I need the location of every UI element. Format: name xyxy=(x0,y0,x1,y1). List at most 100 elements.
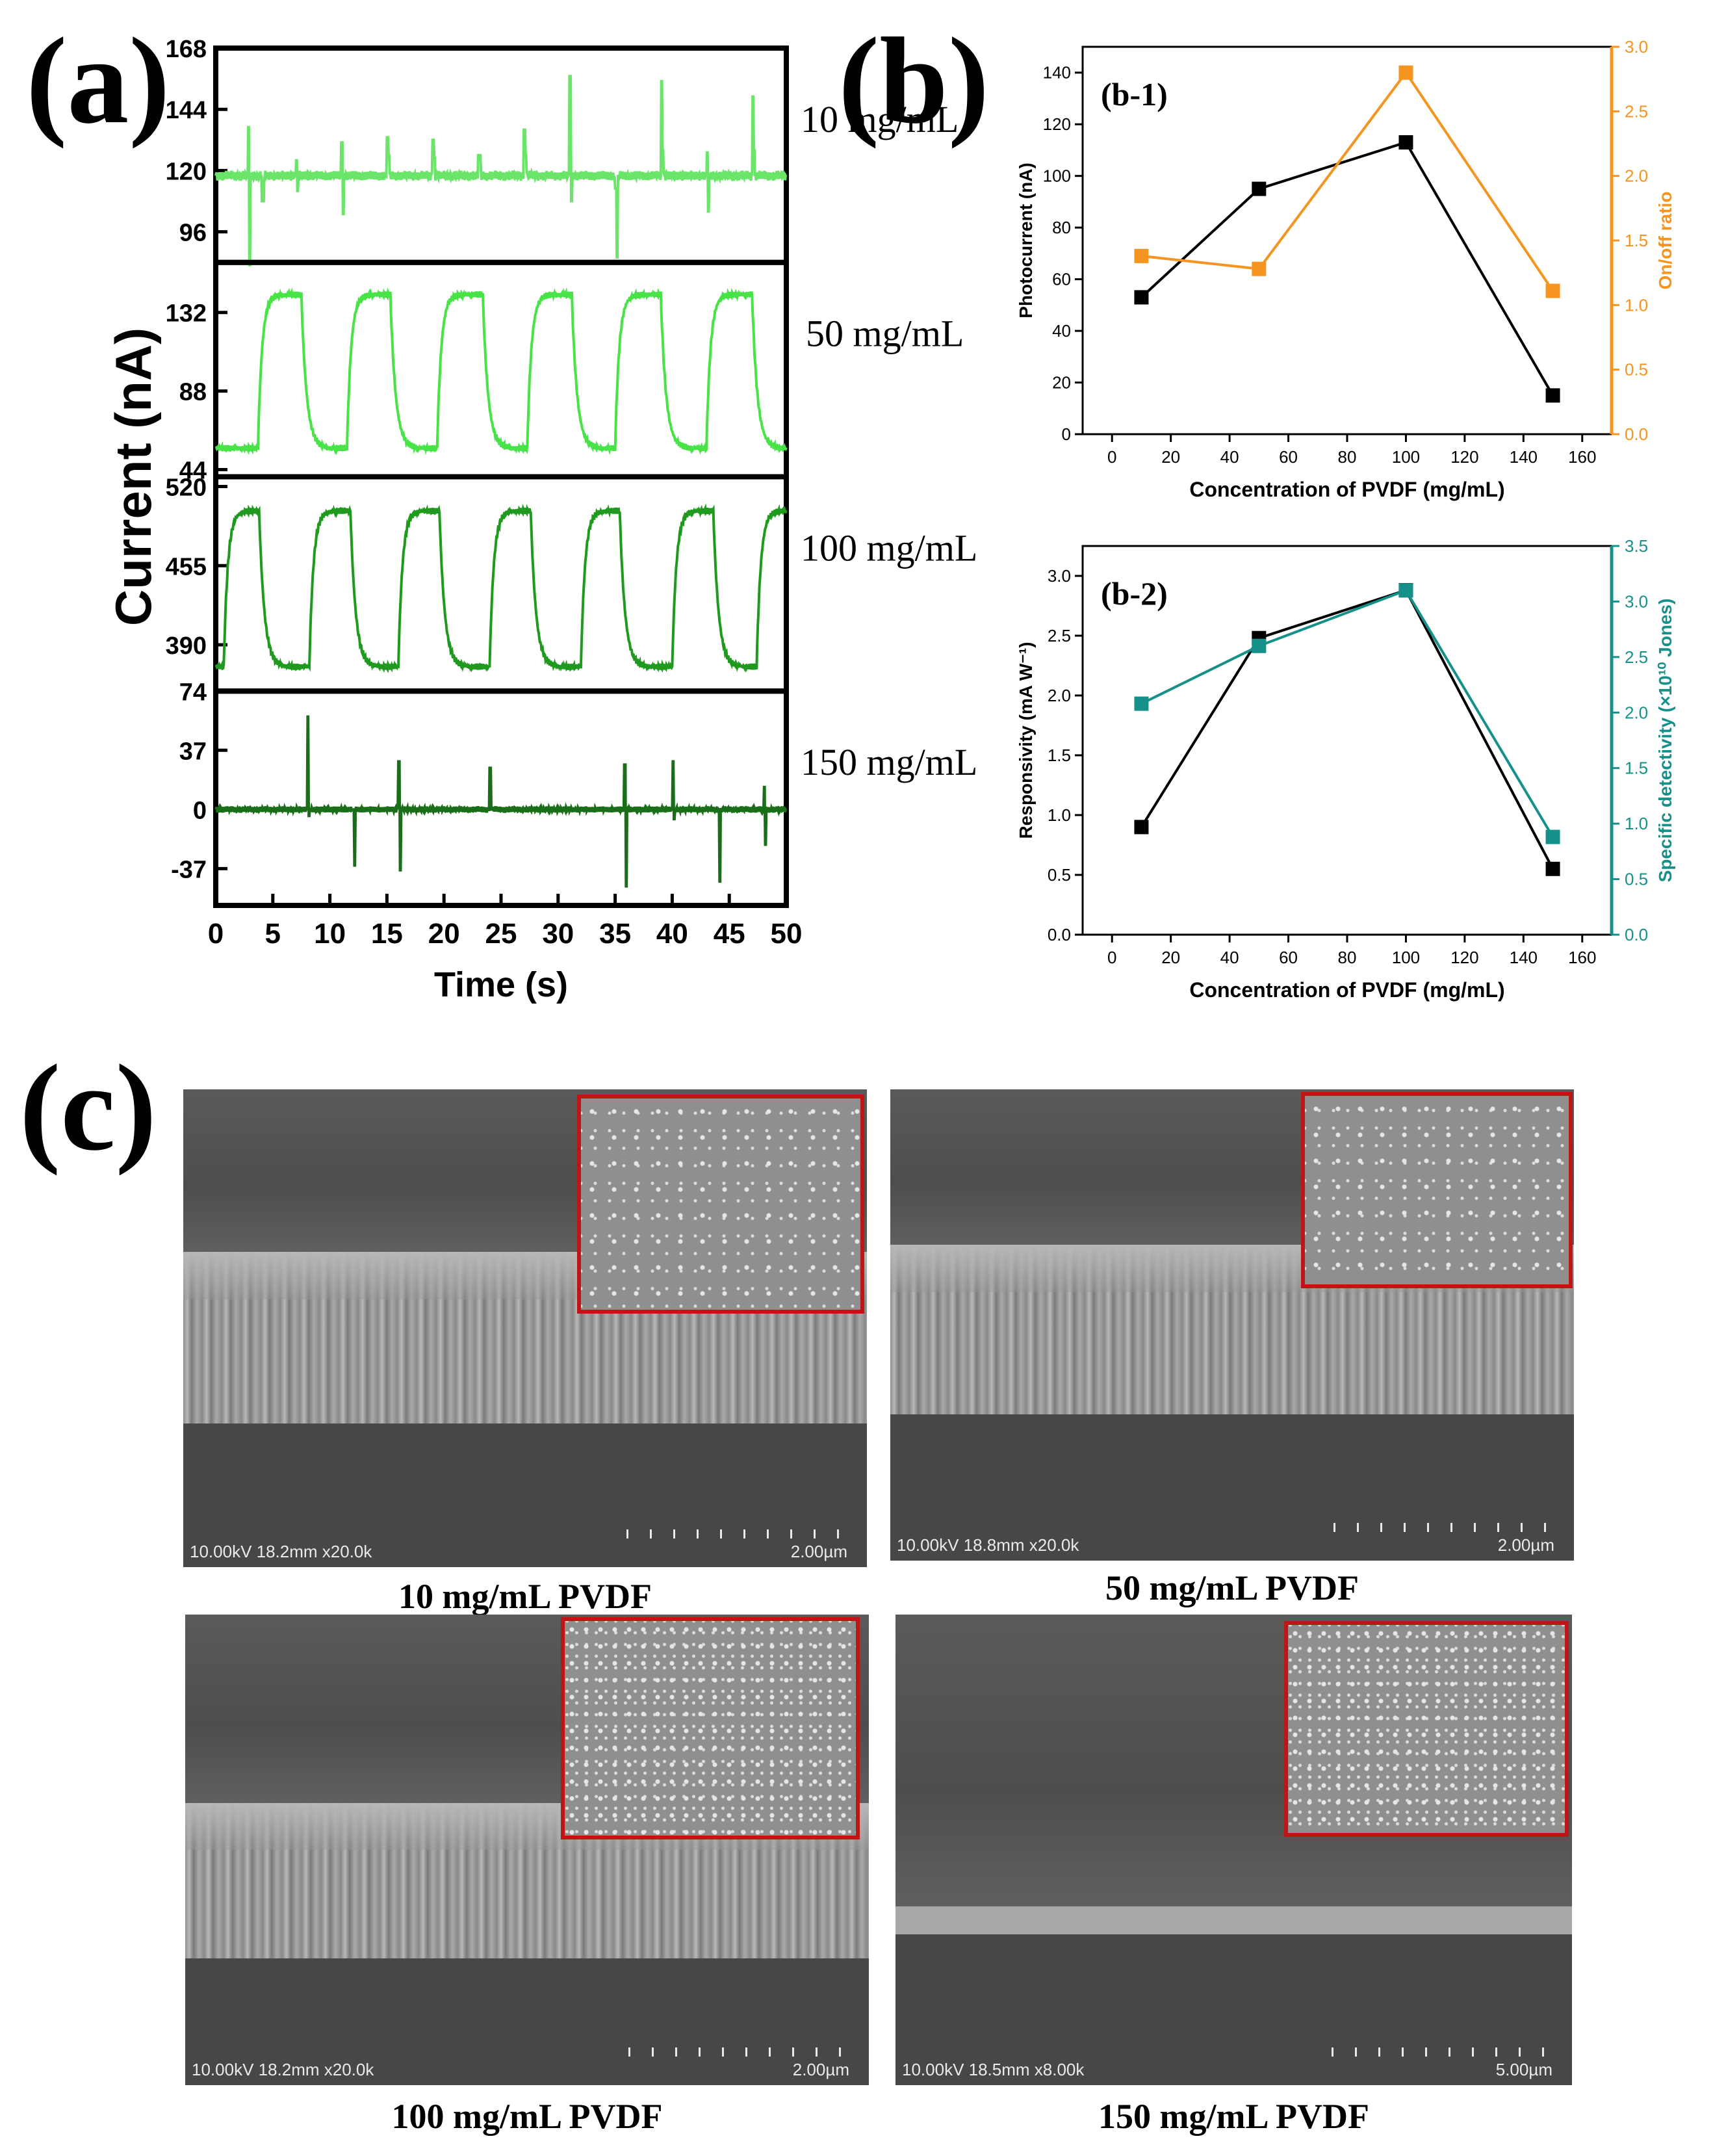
y-right-tick-label-6: 3.0 xyxy=(1625,591,1648,611)
y-left-tick-label-0: 0 xyxy=(1062,424,1071,444)
x-tick-label-1: 5 xyxy=(265,918,281,950)
x-tick-label-7: 140 xyxy=(1510,948,1538,967)
sem-image-150: 10.00kV 18.5mm x8.00k 5.00µm xyxy=(895,1615,1572,2085)
x-tick-label-10: 50 xyxy=(771,918,803,950)
x-tick-label-7: 35 xyxy=(599,918,631,950)
series-line-2 xyxy=(214,503,788,673)
sem-scale-10: 2.00µm xyxy=(790,1542,847,1561)
subplot-label-1: 50 mg/mL xyxy=(806,313,964,355)
series-line-3 xyxy=(214,715,788,888)
y-tick-label-0-0: 96 xyxy=(179,220,207,247)
sem-caption-100: 100 mg/mL PVDF xyxy=(391,2097,663,2136)
series-0-point-1 xyxy=(1252,181,1267,196)
x-tick-label-7: 140 xyxy=(1510,447,1538,467)
x-tick-label-9: 45 xyxy=(714,918,745,950)
sem-inset-100 xyxy=(561,1617,860,1839)
panel-label-b: (b) xyxy=(838,13,990,149)
x-tick-label-0: 0 xyxy=(1107,447,1116,467)
sem-scale-150: 5.00µm xyxy=(1495,2060,1552,2079)
y-tick-label-2-2: 520 xyxy=(166,474,207,501)
x-tick-label-3: 60 xyxy=(1279,948,1298,967)
y-right-tick-label-7: 3.5 xyxy=(1625,536,1648,556)
x-tick-label-2: 40 xyxy=(1220,447,1239,467)
sem-caption-10: 10 mg/mL PVDF xyxy=(398,1577,652,1616)
series-0-point-0 xyxy=(1134,290,1149,305)
sem-info-100: 10.00kV 18.2mm x20.0k xyxy=(192,2060,374,2079)
x-tick-label-4: 80 xyxy=(1338,447,1357,467)
y-right-tick-label-1: 0.5 xyxy=(1625,870,1648,889)
y-right-tick-label-1: 0.5 xyxy=(1625,360,1648,380)
y-tick-label-3-3: 74 xyxy=(179,679,207,706)
y-right-tick-label-5: 2.5 xyxy=(1625,647,1648,667)
sem-caption-150: 150 mg/mL PVDF xyxy=(1098,2097,1369,2136)
y-right-tick-label-2: 1.0 xyxy=(1625,295,1648,315)
x-tick-label-4: 20 xyxy=(428,918,460,950)
series-0-point-0 xyxy=(1134,820,1149,835)
y-right-tick-label-3: 1.5 xyxy=(1625,231,1648,250)
y-left-tick-label-6: 3.0 xyxy=(1048,566,1071,586)
y-tick-label-3-1: 0 xyxy=(193,797,207,824)
panel-sub-label: (b-2) xyxy=(1101,575,1168,612)
y-right-tick-label-5: 2.5 xyxy=(1625,101,1648,121)
series-1-point-3 xyxy=(1545,829,1560,844)
y-left-tick-label-4: 2.0 xyxy=(1048,686,1071,705)
y-axis-label: Current (nA) xyxy=(105,328,162,626)
y-left-tick-label-6: 120 xyxy=(1043,114,1071,134)
series-line-1 xyxy=(214,287,788,456)
y-left-tick-label-2: 40 xyxy=(1052,321,1071,341)
series-1-point-2 xyxy=(1398,65,1413,80)
series-1-point-0 xyxy=(1134,248,1149,263)
sem-info-50: 10.00kV 18.8mm x20.0k xyxy=(897,1535,1079,1555)
y-left-tick-label-1: 20 xyxy=(1052,373,1071,393)
sem-scale-100: 2.00µm xyxy=(792,2060,849,2079)
x-tick-label-3: 15 xyxy=(371,918,403,950)
panel-label-c: (c) xyxy=(19,1040,157,1176)
series-0-point-3 xyxy=(1545,861,1560,876)
sem-inset-50 xyxy=(1301,1092,1573,1288)
sem-inset-150 xyxy=(1284,1621,1569,1837)
y-left-axis-label: Responsivity (mA W⁻¹) xyxy=(1016,642,1036,838)
x-tick-label-0: 0 xyxy=(1107,948,1116,967)
series-0-point-3 xyxy=(1545,388,1560,403)
y-right-tick-label-0: 0.0 xyxy=(1625,424,1648,444)
x-tick-label-2: 40 xyxy=(1220,948,1239,967)
series-1-point-2 xyxy=(1398,583,1413,598)
x-axis-label: Concentration of PVDF (mg/mL) xyxy=(1189,478,1504,501)
y-tick-label-0-3: 168 xyxy=(166,36,207,63)
chart-b2-responsivity-detectivity: 0 20 40 60 80 100 120 140 160 0.0 0.5 1.0 1.5 2.0 2.5 3… xyxy=(1016,536,1675,1002)
series-0-point-2 xyxy=(1398,135,1413,150)
subplot-frame-0 xyxy=(213,45,789,265)
series-1-point-1 xyxy=(1252,638,1267,653)
x-tick-label-0: 0 xyxy=(208,918,224,950)
y-tick-label-0-2: 144 xyxy=(166,97,207,124)
y-left-tick-label-5: 2.5 xyxy=(1048,626,1071,645)
x-tick-label-5: 100 xyxy=(1392,948,1420,967)
y-right-axis-label: Specific detectivity (×10¹⁰ Jones) xyxy=(1655,599,1675,883)
series-line-1 xyxy=(1141,70,1554,292)
x-tick-label-1: 20 xyxy=(1161,447,1180,467)
sem-image-50: 10.00kV 18.8mm x20.0k 2.00µm xyxy=(890,1089,1574,1561)
y-right-tick-label-4: 2.0 xyxy=(1625,166,1648,186)
sem-info-10: 10.00kV 18.2mm x20.0k xyxy=(190,1542,372,1561)
y-left-tick-label-1: 0.5 xyxy=(1048,865,1071,885)
panel-label-a: (a) xyxy=(26,13,170,149)
x-tick-label-8: 40 xyxy=(656,918,688,950)
y-right-tick-label-4: 2.0 xyxy=(1625,703,1648,722)
x-tick-label-8: 160 xyxy=(1568,447,1596,467)
y-tick-label-3-0: -37 xyxy=(171,856,207,883)
sem-caption-50: 50 mg/mL PVDF xyxy=(1105,1568,1359,1607)
y-left-tick-label-7: 140 xyxy=(1043,63,1071,83)
subplot-label-0: 10 mg/mL xyxy=(801,98,959,140)
y-right-axis-label: On/off ratio xyxy=(1655,192,1675,290)
subplot-label-2: 100 mg/mL xyxy=(801,526,977,569)
series-line-0 xyxy=(1140,140,1554,396)
y-tick-label-2-1: 455 xyxy=(166,553,207,580)
y-left-tick-label-3: 1.5 xyxy=(1048,746,1071,765)
y-tick-label-1-2: 132 xyxy=(166,300,207,328)
y-tick-label-1-0: 44 xyxy=(179,458,207,485)
y-left-tick-label-4: 80 xyxy=(1052,218,1071,237)
x-tick-label-1: 20 xyxy=(1161,948,1180,967)
x-tick-label-6: 30 xyxy=(542,918,574,950)
x-tick-label-3: 60 xyxy=(1279,447,1298,467)
series-line-0 xyxy=(214,75,788,266)
